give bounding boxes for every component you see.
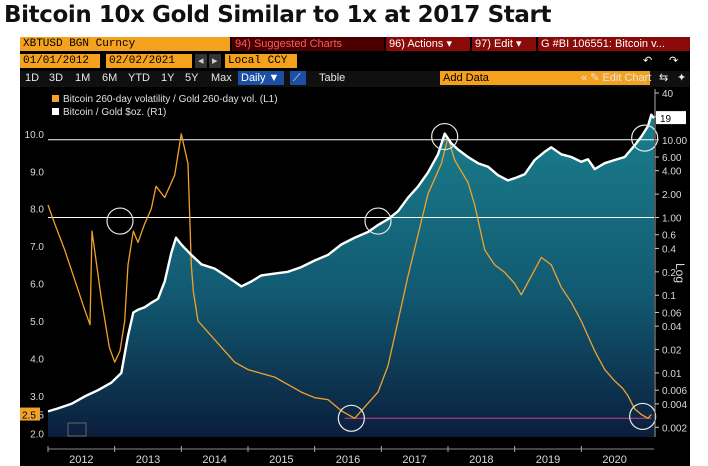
left-tick-label: 9.0 (30, 167, 44, 178)
legend-swatch-volatility (52, 95, 59, 102)
x-tick-label: 2015 (269, 454, 293, 466)
period-3d[interactable]: 3D (49, 72, 64, 84)
end-date-input[interactable]: 02/02/2021 (106, 54, 192, 68)
add-data-input[interactable]: Add Data (440, 71, 650, 85)
right-tick-label: 0.02 (662, 346, 682, 357)
right-tick-label: 0.002 (662, 423, 687, 434)
circle-2021-low (629, 402, 657, 431)
right-tick-label: 0.4 (662, 244, 676, 255)
right-tick-label: 0.06 (662, 308, 682, 319)
legend-label-volatility: Bitcoin 260-day volatility / Gold 260-da… (63, 94, 278, 105)
suggested-charts-button[interactable]: 94) Suggested Charts (232, 37, 384, 51)
edit-menu[interactable]: 97) Edit ▾ (472, 37, 536, 51)
period-bar: 1D 3D 1M 6M YTD 1Y 5Y Max Daily ▼ ⟋ Tabl… (20, 71, 690, 87)
x-tick-label: 2017 (402, 454, 426, 466)
frequency-select[interactable]: Daily ▼ (238, 71, 284, 85)
last-value-tag-right (656, 111, 686, 125)
chart-area: Bitcoin 260-day volatility / Gold 260-da… (20, 89, 687, 466)
next-arrow-icon[interactable]: ▸ (209, 54, 221, 68)
period-5y[interactable]: 5Y (185, 72, 199, 84)
page-title: Bitcoin 10x Gold Similar to 1x at 2017 S… (4, 2, 552, 28)
ticker-field[interactable]: XBTUSD BGN Curncy (20, 37, 230, 51)
right-tick-label: 0.04 (662, 322, 682, 333)
right-axis-label: Log (673, 263, 687, 283)
right-tick-label: 2.00 (662, 190, 682, 201)
table-button[interactable]: Table (319, 72, 346, 84)
period-1d[interactable]: 1D (25, 72, 40, 84)
gear-icon[interactable]: ✦ (677, 72, 687, 84)
period-1y[interactable]: 1Y (161, 72, 175, 84)
left-tick-label: 6.0 (30, 280, 44, 291)
left-tick-label: 8.0 (30, 205, 44, 216)
circle-2013-peak (106, 207, 134, 235)
right-tick-label: 0.006 (662, 386, 687, 397)
circle-2021-top (631, 124, 659, 152)
left-tick-label: 3.0 (30, 392, 44, 403)
right-tick-label: 0.01 (662, 369, 682, 380)
last-value-left: 2.5 (22, 411, 36, 422)
x-tick-label: 2014 (202, 454, 226, 466)
circle-2017-start (364, 207, 392, 235)
x-tick-label: 2012 (69, 454, 93, 466)
left-tick-label: 7.0 (30, 242, 44, 253)
right-tick-label: 0.004 (662, 400, 687, 411)
x-tick-label: 2020 (602, 454, 626, 466)
period-6m[interactable]: 6M (102, 72, 118, 84)
left-tick-label: 10.0 (25, 130, 45, 141)
left-tick-label: 4.0 (30, 354, 44, 365)
date-bar: 01/01/2012 02/02/2021 ◂ ▸ Local CCY ↶ ↷ (20, 54, 690, 70)
right-tick-label: 0.6 (662, 231, 676, 242)
actions-menu[interactable]: 96) Actions ▾ (386, 37, 470, 51)
btc-gold-area (48, 114, 654, 437)
left-tick-label: 5.0 (30, 317, 44, 328)
zoom-icon[interactable]: ⇆ (659, 72, 669, 84)
edit-chart-button[interactable]: « ✎ Edit Chart (581, 72, 652, 84)
command-bar: XBTUSD BGN Curncy 94) Suggested Charts 9… (20, 37, 690, 53)
redo-icon[interactable]: ↷ (669, 55, 679, 67)
right-tick-label: 6.00 (662, 153, 682, 164)
plot-area: Bitcoin 260-day volatility / Gold 260-da… (20, 89, 687, 466)
bloomberg-terminal: XBTUSD BGN Curncy 94) Suggested Charts 9… (20, 37, 690, 466)
chart-id-field[interactable]: G #BI 106551: Bitcoin v... (538, 37, 690, 51)
legend-label-btc-gold: Bitcoin / Gold $oz. (R1) (63, 107, 166, 118)
mini-chart-icon[interactable] (67, 422, 87, 437)
period-ytd[interactable]: YTD (128, 72, 150, 84)
btc-gold-line (47, 113, 655, 413)
right-tick-label: 40 (662, 89, 674, 100)
line-chart-icon[interactable]: ⟋ (290, 71, 306, 85)
x-tick-label: 2019 (536, 454, 560, 466)
last-value-right: 19 (660, 114, 672, 125)
legend-swatch-btc-gold (52, 108, 59, 115)
last-value-tag-left (20, 407, 40, 421)
right-tick-label: 0.1 (662, 291, 676, 302)
right-tick-label: 4.00 (662, 167, 682, 178)
undo-icon[interactable]: ↶ (643, 55, 653, 67)
right-tick-label: 10.00 (662, 136, 687, 147)
prev-arrow-icon[interactable]: ◂ (195, 54, 207, 68)
right-tick-label: 1.00 (662, 214, 682, 225)
x-tick-label: 2013 (136, 454, 160, 466)
right-tick-label: 0.2 (662, 268, 676, 279)
period-1m[interactable]: 1M (75, 72, 91, 84)
volatility-ratio-line (47, 133, 652, 419)
x-tick-label: 2016 (336, 454, 360, 466)
circle-2017-top (431, 122, 459, 151)
left-tick-label: 2.0 (30, 429, 44, 440)
x-tick-label: 2018 (469, 454, 493, 466)
period-max[interactable]: Max (211, 72, 232, 84)
start-date-input[interactable]: 01/01/2012 (20, 54, 100, 68)
currency-select[interactable]: Local CCY (225, 54, 297, 68)
circle-2016-low (337, 404, 365, 432)
